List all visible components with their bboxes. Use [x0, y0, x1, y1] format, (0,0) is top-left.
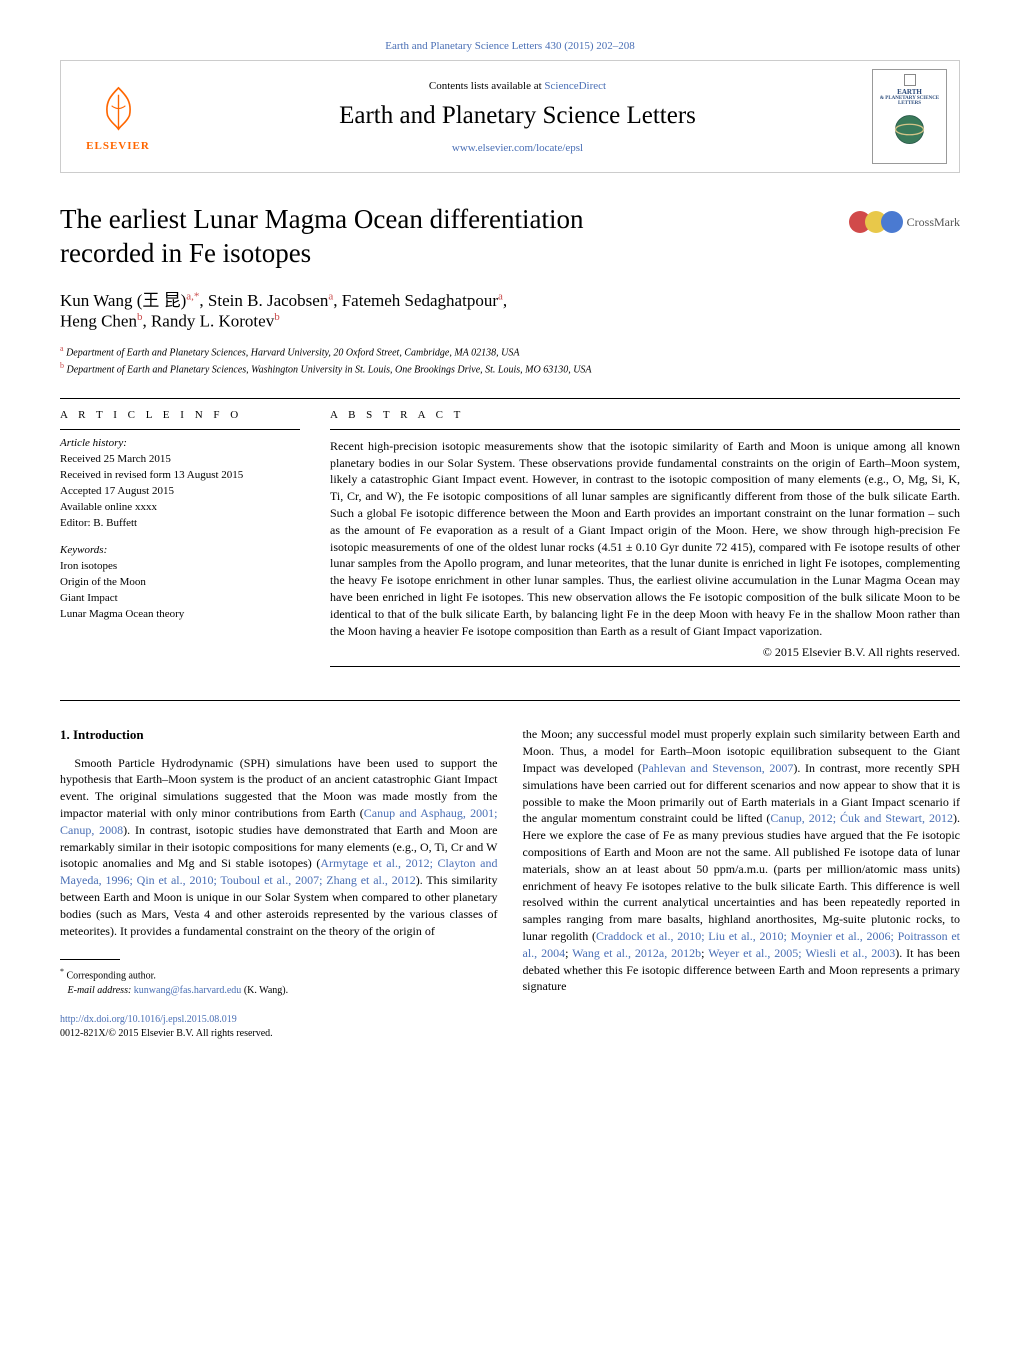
affil-b-sup: b: [60, 361, 64, 370]
corr-email-name: (K. Wang).: [244, 985, 288, 996]
info-abstract-row: A R T I C L E I N F O Article history: R…: [60, 409, 960, 676]
article-title: The earliest Lunar Magma Ocean different…: [60, 203, 855, 271]
sciencedirect-link[interactable]: ScienceDirect: [544, 80, 606, 92]
affiliation-a: a Department of Earth and Planetary Scie…: [60, 343, 960, 360]
author-1-affil: a,: [186, 290, 194, 302]
crossmark-label: CrossMark: [907, 215, 960, 230]
keyword-4: Lunar Magma Ocean theory: [60, 607, 300, 623]
section-divider: [60, 398, 960, 399]
publisher-logo: ELSEVIER: [73, 81, 163, 152]
doi-link[interactable]: http://dx.doi.org/10.1016/j.epsl.2015.08…: [60, 1014, 237, 1025]
article-history-block: Article history: Received 25 March 2015 …: [60, 436, 300, 532]
crossmark-icon: [855, 211, 903, 233]
title-line-2: recorded in Fe isotopes: [60, 238, 311, 268]
editor-name: Editor: B. Buffett: [60, 516, 300, 532]
right-column: the Moon; any successful model must prop…: [523, 726, 961, 1040]
journal-cover-thumbnail: EARTH & PLANETARY SCIENCE LETTERS: [872, 69, 947, 164]
footnote-star: *: [60, 967, 64, 976]
contents-prefix: Contents lists available at: [429, 80, 544, 92]
journal-header: ELSEVIER Contents lists available at Sci…: [60, 60, 960, 173]
keyword-2: Origin of the Moon: [60, 575, 300, 591]
author-list: Kun Wang (王 昆)a,*, Stein B. Jacobsena, F…: [60, 286, 960, 332]
journal-name: Earth and Planetary Science Letters: [163, 102, 872, 130]
revised-date: Received in revised form 13 August 2015: [60, 468, 300, 484]
corr-email-link[interactable]: kunwang@fas.harvard.edu: [134, 985, 242, 996]
received-date: Received 25 March 2015: [60, 452, 300, 468]
abstract-copyright: © 2015 Elsevier B.V. All rights reserved…: [330, 645, 960, 660]
author-3: Fatemeh Sedaghatpour: [342, 291, 498, 310]
cover-flag-icon: [904, 74, 916, 86]
author-4: Heng Chen: [60, 311, 137, 330]
issn-copyright: 0012-821X/© 2015 Elsevier B.V. All right…: [60, 1028, 273, 1039]
author-2-affil: a: [328, 290, 333, 302]
article-info-column: A R T I C L E I N F O Article history: R…: [60, 409, 300, 676]
cover-subtitle: & PLANETARY SCIENCE LETTERS: [877, 96, 942, 106]
author-5: Randy L. Korotev: [151, 311, 274, 330]
intro-paragraph-left: Smooth Particle Hydrodynamic (SPH) simul…: [60, 755, 498, 940]
affil-b-text: Department of Earth and Planetary Scienc…: [67, 365, 592, 376]
crossmark-badge[interactable]: CrossMark: [855, 211, 960, 233]
history-label: Article history:: [60, 436, 300, 452]
abstract-text: Recent high-precision isotopic measureme…: [330, 438, 960, 640]
left-column: 1. Introduction Smooth Particle Hydrodyn…: [60, 726, 498, 1040]
intro-paragraph-right: the Moon; any successful model must prop…: [523, 726, 961, 995]
keyword-1: Iron isotopes: [60, 559, 300, 575]
affil-a-text: Department of Earth and Planetary Scienc…: [66, 347, 519, 358]
affiliation-list: a Department of Earth and Planetary Scie…: [60, 343, 960, 378]
footer-info: http://dx.doi.org/10.1016/j.epsl.2015.08…: [60, 1013, 498, 1041]
ref-canup-2012[interactable]: Canup, 2012; Ćuk and Stewart, 2012: [770, 811, 953, 825]
title-line-1: The earliest Lunar Magma Ocean different…: [60, 204, 584, 234]
header-center: Contents lists available at ScienceDirec…: [163, 80, 872, 154]
corr-author-label: Corresponding author.: [67, 971, 156, 982]
contents-available-line: Contents lists available at ScienceDirec…: [163, 80, 872, 92]
author-2: Stein B. Jacobsen: [208, 291, 328, 310]
ref-pahlevan-2007[interactable]: Pahlevan and Stevenson, 2007: [642, 761, 794, 775]
abstract-heading: A B S T R A C T: [330, 409, 960, 421]
author-1: Kun Wang (王 昆): [60, 291, 186, 310]
corresponding-footnote: * Corresponding author. E-mail address: …: [60, 966, 498, 997]
ref-weyer-2005[interactable]: Weyer et al., 2005; Wiesli et al., 2003: [708, 946, 895, 960]
top-citation: Earth and Planetary Science Letters 430 …: [60, 40, 960, 52]
author-5-affil: b: [274, 311, 280, 323]
top-citation-link[interactable]: Earth and Planetary Science Letters 430 …: [385, 40, 635, 52]
accepted-date: Accepted 17 August 2015: [60, 484, 300, 500]
cover-earth-icon: [892, 112, 927, 147]
article-info-heading: A R T I C L E I N F O: [60, 409, 300, 421]
keywords-block: Keywords: Iron isotopes Origin of the Mo…: [60, 543, 300, 623]
author-4-affil: b: [137, 311, 143, 323]
affiliation-b: b Department of Earth and Planetary Scie…: [60, 360, 960, 377]
cover-title: EARTH: [897, 88, 922, 96]
publisher-name: ELSEVIER: [86, 140, 150, 152]
abstract-column: A B S T R A C T Recent high-precision is…: [330, 409, 960, 676]
body-columns: 1. Introduction Smooth Particle Hydrodyn…: [60, 726, 960, 1040]
keywords-label: Keywords:: [60, 543, 300, 559]
keyword-3: Giant Impact: [60, 591, 300, 607]
affil-a-sup: a: [60, 344, 64, 353]
email-label: E-mail address:: [68, 985, 132, 996]
journal-homepage-link[interactable]: www.elsevier.com/locate/epsl: [452, 142, 583, 154]
journal-homepage: www.elsevier.com/locate/epsl: [163, 142, 872, 154]
author-1-corr: *: [194, 290, 200, 302]
online-date: Available online xxxx: [60, 500, 300, 516]
author-3-affil: a: [498, 290, 503, 302]
intro-text-r1c: ). Here we explore the case of Fe as man…: [523, 811, 961, 943]
ref-wang-2012[interactable]: Wang et al., 2012a, 2012b: [572, 946, 701, 960]
body-divider: [60, 700, 960, 701]
section-1-heading: 1. Introduction: [60, 726, 498, 744]
title-row: The earliest Lunar Magma Ocean different…: [60, 203, 960, 271]
footnote-separator: [60, 959, 120, 960]
elsevier-tree-icon: [91, 81, 146, 136]
